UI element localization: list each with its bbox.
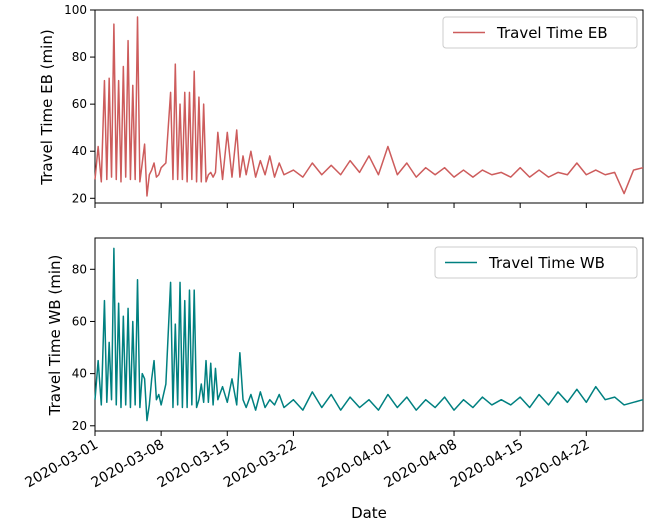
eb-y-tick-label: 80 — [72, 50, 87, 64]
eb-series-lines — [94, 16, 644, 197]
x-tick-label: 2020-03-08 — [89, 437, 167, 492]
wb-y-tick-label: 80 — [72, 262, 87, 276]
wb-series-lines — [94, 247, 644, 422]
wb-y-ticks: 20 40 60 80 — [72, 262, 95, 433]
eb-y-axis-label: Travel Time EB (min) — [38, 29, 56, 185]
eb-x-ticks — [94, 203, 587, 208]
wb-series-line — [94, 247, 644, 422]
eb-series-line — [94, 16, 644, 197]
x-tick-label: 2020-04-01 — [315, 437, 393, 492]
wb-y-tick-label: 20 — [72, 419, 87, 433]
x-tick-label: 2020-03-01 — [23, 437, 101, 492]
wb-y-tick-label: 40 — [72, 367, 87, 381]
eb-legend-label: Travel Time EB — [496, 24, 608, 42]
eb-y-tick-label: 60 — [72, 97, 87, 111]
wb-y-axis-label: Travel Time WB (min) — [46, 255, 64, 417]
eb-y-ticks: 20 40 60 80 100 — [64, 3, 95, 205]
eb-plot-frame — [94, 9, 644, 204]
eb-y-tick-label: 100 — [64, 3, 87, 17]
x-tick-label: 2020-04-08 — [382, 437, 460, 492]
wb-plot-frame — [94, 237, 644, 432]
x-tick-label: 2020-03-22 — [221, 437, 299, 492]
wb-x-ticks: 2020-03-012020-03-082020-03-152020-03-22… — [23, 431, 592, 492]
wb-y-tick-label: 60 — [72, 314, 87, 328]
wb-legend-box — [434, 246, 638, 279]
eb-legend-box — [442, 16, 638, 49]
eb-y-tick-label: 40 — [72, 144, 87, 158]
eb-y-tick-label: 20 — [72, 191, 87, 205]
wb-legend-label: Travel Time WB — [488, 254, 605, 272]
x-tick-label: 2020-04-22 — [514, 437, 592, 492]
x-axis-label: Date — [351, 504, 387, 522]
wb-legend: Travel Time WB — [434, 246, 638, 279]
x-tick-label: 2020-03-15 — [155, 437, 233, 492]
x-tick-label: 2020-04-15 — [448, 437, 526, 492]
eb-legend: Travel Time EB — [442, 16, 638, 49]
eb-chart-panel: 20 40 60 80 100 Travel Time EB (min) Travel … — [38, 3, 644, 208]
